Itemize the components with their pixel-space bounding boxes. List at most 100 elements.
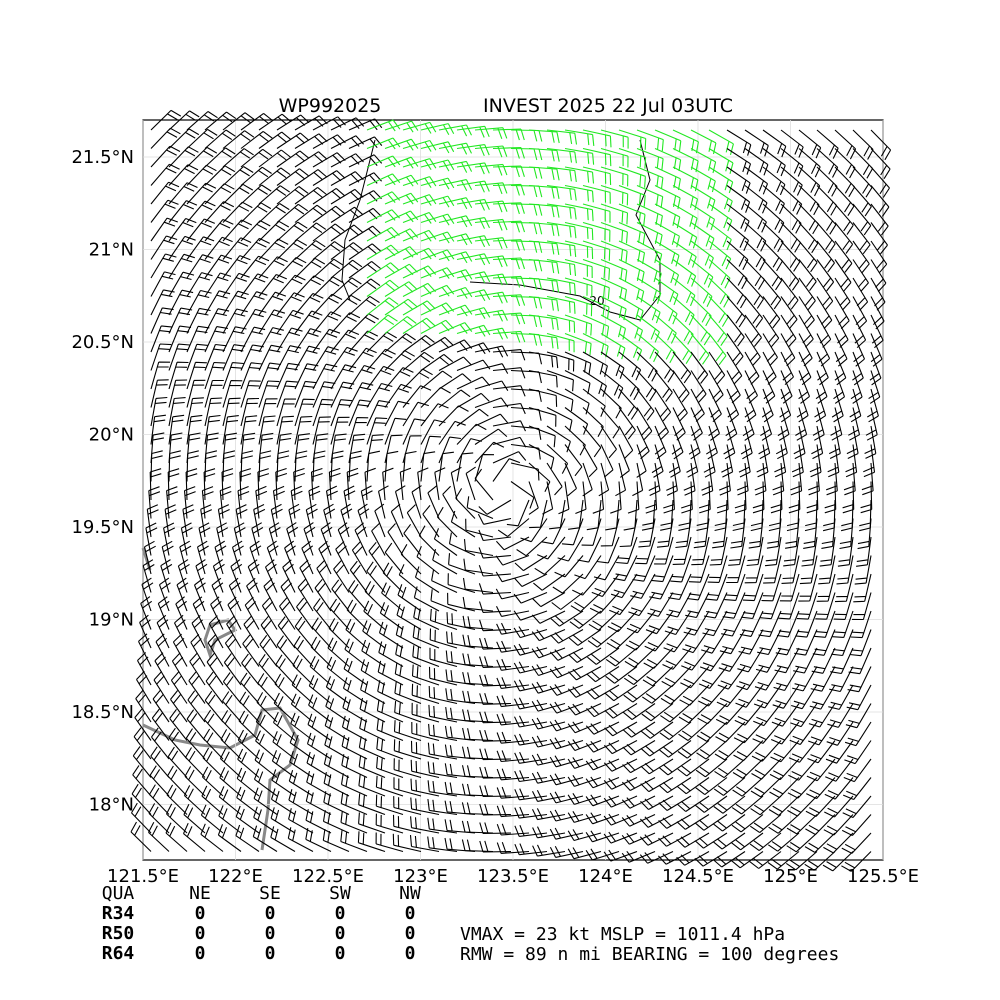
wind-barb (450, 466, 462, 501)
wind-barb (366, 297, 399, 316)
wind-barb (582, 221, 611, 242)
wind-barb (222, 380, 243, 408)
wind-barb (366, 173, 401, 187)
wind-barb (585, 721, 620, 735)
wind-barb (564, 184, 594, 203)
wind-barb (834, 259, 852, 292)
wind-barb (263, 578, 278, 612)
wind-barb (721, 610, 746, 637)
wind-barb (824, 481, 837, 514)
wind-barb (305, 809, 332, 834)
wind-barb (708, 277, 730, 308)
wind-barb (186, 218, 216, 242)
contour-label: 20 (589, 294, 604, 308)
wind-barb (276, 114, 310, 131)
wind-barb (582, 295, 610, 319)
wind-barb (402, 176, 437, 189)
wind-barb (290, 485, 303, 519)
wind-barb (496, 695, 530, 708)
wind-barb (203, 728, 224, 760)
wind-barb (456, 342, 491, 355)
wind-barb (738, 444, 751, 478)
wind-barb (785, 518, 800, 549)
wind-barb (456, 376, 491, 390)
wind-barb (438, 160, 473, 173)
wind-barb (722, 592, 746, 619)
wind-barb (701, 462, 714, 496)
wind-barb (672, 388, 688, 422)
wind-barb (188, 671, 206, 704)
wind-barb (409, 835, 440, 853)
wind-barb (774, 444, 787, 478)
wind-barb (462, 653, 494, 668)
table-cell: R34 (102, 903, 135, 924)
wind-barb (150, 396, 168, 427)
wind-barb (244, 596, 260, 630)
wind-barb (277, 616, 296, 649)
wind-barb (322, 810, 350, 834)
wind-barb (239, 468, 252, 501)
wind-barb (361, 639, 386, 667)
wind-barb (605, 666, 638, 684)
table-cell: 0 (335, 903, 346, 924)
wind-barb (528, 481, 539, 515)
wind-barb (406, 504, 422, 538)
wind-barb (366, 155, 401, 168)
wind-barb (172, 633, 188, 667)
wind-barb (204, 129, 236, 149)
wind-barb (168, 217, 197, 242)
wind-barb (549, 755, 584, 768)
wind-barb (479, 711, 512, 724)
wind-barb (222, 672, 242, 704)
wind-barb (222, 112, 255, 131)
wind-barb (795, 610, 818, 638)
wind-barb (308, 485, 321, 519)
wind-barb (150, 253, 177, 279)
wind-barb (168, 128, 200, 149)
wind-barb (384, 542, 404, 575)
wind-barb (819, 536, 836, 567)
wind-barb (462, 596, 494, 612)
contour (341, 139, 376, 301)
wind-barb (786, 814, 818, 835)
wind-barb (432, 548, 458, 575)
wind-barb (677, 758, 710, 777)
wind-barb (258, 327, 284, 353)
wind-barb (816, 573, 836, 602)
wind-barb (708, 407, 721, 441)
wind-barb (204, 111, 237, 131)
wind-barb (654, 240, 680, 267)
wind-barb (816, 240, 835, 273)
wind-barb (420, 403, 449, 427)
wind-barb (625, 629, 656, 651)
wind-barb (852, 166, 873, 198)
wind-barb (395, 623, 422, 649)
wind-barb (672, 277, 696, 307)
wind-barb (394, 662, 422, 686)
wind-barb (744, 555, 764, 584)
wind-barb (479, 619, 512, 632)
wind-barb (340, 773, 368, 797)
wind-barb (847, 666, 872, 693)
wind-barb (222, 166, 254, 186)
wind-barb (630, 573, 656, 599)
wind-barb (561, 518, 584, 546)
wind-barb (816, 129, 839, 159)
wind-barb (846, 425, 859, 459)
wind-barb (854, 555, 872, 585)
wind-barb (294, 240, 326, 260)
wind-barb (786, 832, 818, 853)
wind-barb (150, 746, 170, 778)
wind-barb (528, 425, 556, 448)
wind-barb (167, 746, 188, 778)
wind-barb (690, 129, 717, 155)
title-left: WP992025 (279, 95, 382, 117)
wind-barb (806, 777, 836, 800)
wind-barb (756, 444, 769, 478)
wind-barb (726, 185, 751, 213)
wind-barb (779, 388, 792, 423)
wind-barb (654, 407, 669, 441)
wind-barb (384, 450, 399, 482)
wind-barb (550, 629, 584, 644)
wind-barb (456, 162, 490, 175)
